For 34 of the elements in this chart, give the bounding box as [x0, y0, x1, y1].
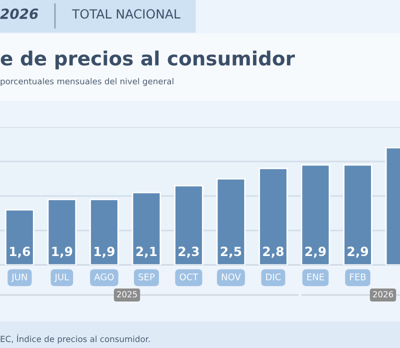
data-label: 2,1 [136, 246, 157, 258]
bar [300, 164, 330, 265]
x-tick-label: DIC [266, 273, 281, 280]
x-tick-label: JUL [54, 274, 70, 282]
x-tick-label: FEB [350, 274, 366, 280]
chart-title: e de precios al consumidor [0, 50, 295, 70]
bar [5, 209, 34, 265]
text: EC, Índice de precios al consumidor. [0, 334, 150, 344]
bar [90, 198, 119, 265]
bar [258, 168, 288, 265]
chart-subtitle: porcentuales mensuales del nivel general [0, 78, 174, 86]
bar [343, 164, 372, 265]
bar [216, 178, 246, 265]
bar [47, 198, 77, 265]
data-label: 1,9 [52, 246, 72, 258]
x-tick-label: ENE [307, 274, 324, 280]
data-label: 2,8 [263, 246, 284, 258]
data-label: 2,9 [348, 246, 368, 258]
x-tick-label: JUN [11, 274, 27, 282]
x-tick-label: NOV [222, 273, 241, 280]
text: 2026 [373, 291, 394, 298]
data-label: 2,5 [220, 246, 242, 258]
data-label: 2,9 [305, 246, 326, 258]
data-label: 2,3 [178, 246, 199, 258]
x-tick-label: OCT [180, 273, 198, 280]
text: 2025 [117, 291, 137, 298]
bar [174, 184, 204, 265]
x-tick-label: AGO [94, 273, 114, 280]
text: TOTAL NACIONAL [72, 9, 180, 19]
data-label: 1,6 [10, 246, 30, 258]
data-label: 1,9 [94, 246, 114, 258]
x-tick-label: SEP [138, 273, 155, 280]
text: 2026 [0, 8, 38, 20]
bar [132, 192, 162, 265]
